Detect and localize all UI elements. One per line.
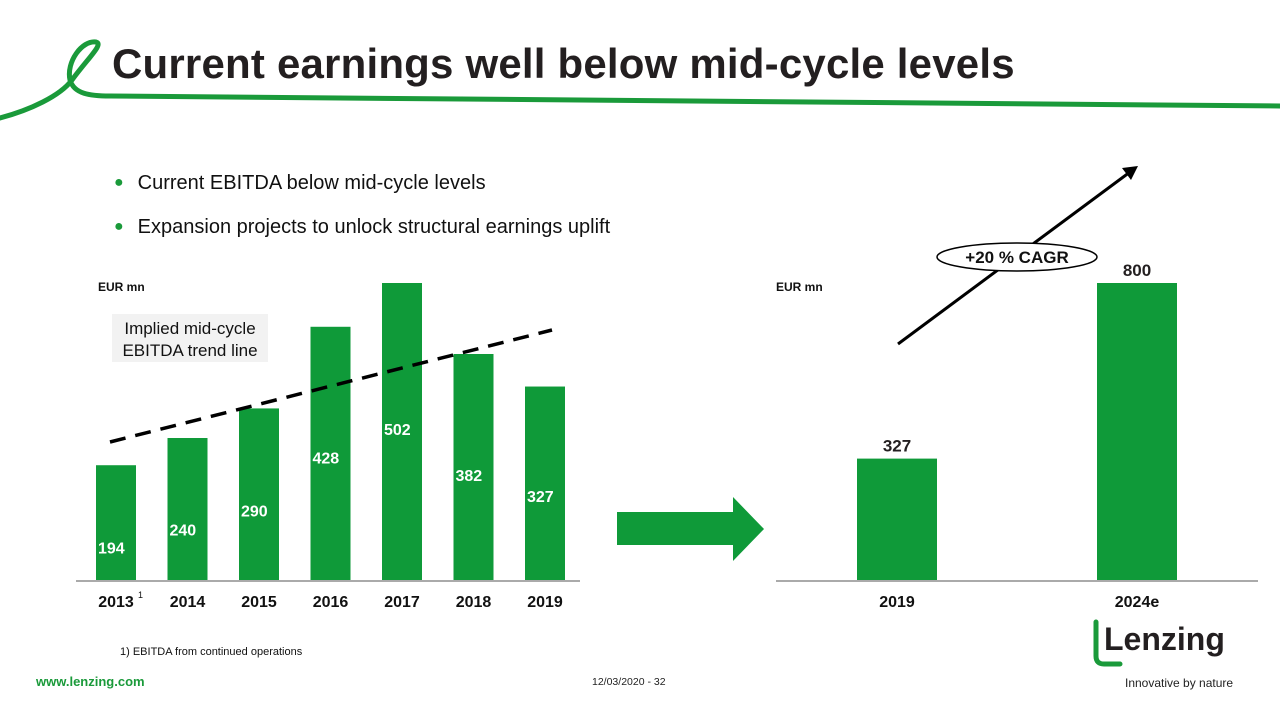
right-bar-2019 <box>857 458 937 580</box>
footnote: 1) EBITDA from continued operations <box>120 646 303 658</box>
bullet-1-text: Current EBITDA below mid-cycle levels <box>137 172 486 194</box>
left-category-label: 2014 <box>170 594 206 611</box>
cagr-label: +20 % CAGR <box>965 248 1068 267</box>
left-bar-value-label: 290 <box>241 503 268 520</box>
transition-arrow-icon <box>617 497 764 561</box>
left-bar-2013 <box>96 465 136 580</box>
brand-name: Lenzing <box>1104 621 1225 657</box>
left-category-label: 2013 <box>98 594 134 611</box>
cagr-ellipse <box>936 242 1098 272</box>
cagr-arrow-head-icon <box>1122 166 1138 180</box>
bullet-dot-icon: ● <box>114 174 124 191</box>
trend-label-box <box>112 314 268 362</box>
lenzing-logo: Lenzing <box>1093 619 1225 667</box>
left-category-footnote: 1 <box>138 590 143 600</box>
website-link[interactable]: www.lenzing.com <box>36 674 145 689</box>
right-bar-chart: 327 2019 800 2024e <box>776 261 1258 611</box>
bullet-2-text: Expansion projects to unlock structural … <box>137 216 611 238</box>
left-bar-2017 <box>382 283 422 580</box>
right-bar-2024e <box>1097 283 1177 580</box>
right-bar-value-label: 800 <box>1123 261 1151 280</box>
left-category-label: 2015 <box>241 594 277 611</box>
left-bar-2018 <box>453 353 494 580</box>
bullet-1: ● Current EBITDA below mid-cycle levels <box>114 172 486 195</box>
left-bar-2015 <box>239 408 279 580</box>
right-category-label: 2024e <box>1115 594 1160 611</box>
left-bar-chart: 194 2013 1 240 2014 290 2015 428 2016 502 2017 382 2… <box>76 283 580 611</box>
bullet-2: ● Expansion projects to unlock structural… <box>114 216 610 239</box>
left-category-label: 2018 <box>456 594 492 611</box>
left-bar-value-label: 502 <box>384 422 411 439</box>
trend-label-line1: Implied mid-cycle <box>124 319 255 338</box>
left-bar-value-label: 382 <box>456 468 483 485</box>
right-category-label: 2019 <box>879 594 915 611</box>
trend-line <box>109 328 553 444</box>
brand-tagline: Innovative by nature <box>1125 676 1234 690</box>
date-page-number: 12/03/2020 - 32 <box>592 676 666 688</box>
right-chart-unit: EUR mn <box>776 280 823 294</box>
left-chart-unit: EUR mn <box>98 280 145 294</box>
left-category-label: 2017 <box>384 594 420 611</box>
left-bar-value-label: 428 <box>313 450 340 467</box>
left-bar-2019 <box>525 386 565 580</box>
left-category-label: 2016 <box>313 594 349 611</box>
left-bar-2014 <box>167 438 208 580</box>
left-bar-value-label: 194 <box>98 540 125 557</box>
left-bar-2016 <box>310 326 351 580</box>
left-category-label: 2019 <box>527 594 563 611</box>
left-bar-value-label: 327 <box>527 489 554 506</box>
bullet-dot-icon: ● <box>114 218 124 235</box>
left-bar-value-label: 240 <box>170 523 197 540</box>
header-swoosh <box>0 39 1280 121</box>
slide-title: Current earnings well below mid-cycle le… <box>112 40 1015 87</box>
right-bar-value-label: 327 <box>883 437 911 456</box>
trend-label-line2: EBITDA trend line <box>122 341 257 360</box>
